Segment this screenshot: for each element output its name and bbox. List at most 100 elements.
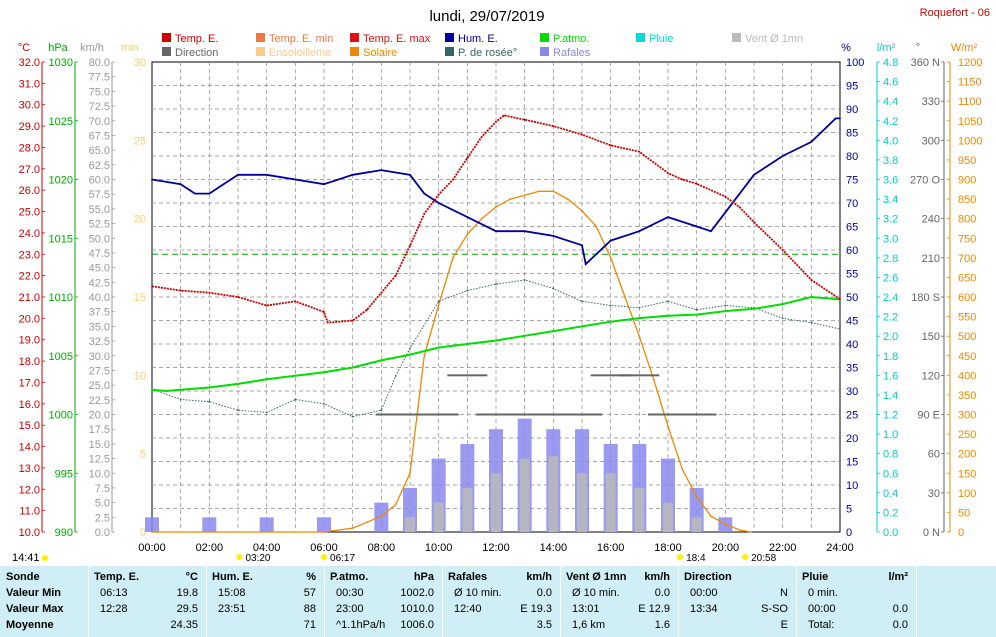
series-pressure-point [781, 303, 784, 305]
time-tick-label: 08:00 [368, 542, 396, 554]
series-solaire-point [750, 531, 753, 533]
stats-row-label: Valeur Min [0, 587, 88, 603]
series-temperature-point [351, 319, 354, 322]
stats-cell-value: 71 [303, 619, 316, 631]
series-humidity-point [294, 178, 297, 181]
legend-label: P.atmo. [553, 33, 590, 45]
series-humidity-point [179, 183, 182, 186]
series-solaire-point [380, 515, 383, 518]
series-solaire-point [538, 190, 540, 193]
stats-line: Rafales km/h [442, 571, 560, 587]
rain-tick-label: 3.2 [883, 214, 898, 226]
axis-unit-label: ° [916, 42, 920, 54]
time-tick-label: 04:00 [253, 542, 281, 554]
series-temperature-point [366, 308, 368, 311]
dir-tick-label: 300 [922, 135, 940, 147]
legend-label: Vent Ø 1mn [745, 33, 803, 45]
time-tick-label: 18:00 [654, 542, 682, 554]
temp-tick-label: 24.0 [19, 228, 40, 240]
series-temperature-point [294, 300, 297, 303]
stats-column: Temp. E. °C 06:13 19.8 12:28 29.5 24.35 [88, 566, 207, 637]
solar-tick-label: 900 [958, 175, 976, 187]
stats-cell-time: 12:28 [100, 603, 128, 615]
hum-tick-label: 65 [846, 222, 858, 234]
stats-cell-time: 13:34 [690, 603, 718, 615]
hum-tick-label: 10 [846, 480, 858, 492]
legend-label: Solaire [363, 47, 397, 59]
wind-tick-label: 0.0 [95, 527, 110, 539]
rain-tick-label: 0.2 [883, 507, 898, 519]
stats-cell-time: 0 min. [808, 587, 838, 599]
series-humidity-point [409, 173, 411, 176]
series-solaire-point [566, 198, 569, 200]
series-solaire-point [710, 515, 712, 518]
stats-line: ^1.1hPa/h 1006.0 [324, 619, 442, 635]
direction-mark [590, 374, 631, 377]
legend-label: Pluie [649, 33, 673, 45]
series-solaire-point [652, 378, 655, 381]
stats-column-unit: hPa [413, 571, 434, 583]
solar-tick-label: 500 [958, 331, 976, 343]
series-pressure-point [237, 383, 239, 385]
series-humidity-point [695, 225, 698, 228]
series-pressure [151, 295, 841, 393]
legend-swatch [256, 47, 265, 56]
solar-tick-label: 350 [958, 390, 976, 402]
direction-mark [447, 374, 488, 377]
wind-tick-label: 35.0 [89, 321, 110, 333]
temp-tick-label: 20.0 [19, 313, 40, 325]
min-tick-label: 15 [134, 292, 146, 304]
legend-swatch [162, 33, 171, 42]
stats-line: 12:40 E 19.3 [442, 603, 560, 619]
rain-tick-label: 4.4 [883, 96, 898, 108]
series-solaire-point [609, 256, 612, 259]
stats-row-label-text: Moyenne [6, 619, 54, 631]
press-tick-label: 1020 [49, 175, 73, 187]
direction-mark [504, 413, 545, 416]
series-temperature-point [409, 244, 411, 247]
legend-swatch [445, 47, 454, 56]
rain-tick-label: 4.0 [883, 135, 898, 147]
rafales-bar [202, 517, 217, 532]
stats-column-title: Pluie [802, 571, 829, 583]
rafales-bar [145, 517, 159, 532]
solar-tick-label: 950 [958, 155, 976, 167]
rain-tick-label: 1.6 [883, 370, 898, 382]
temp-tick-label: 18.0 [19, 356, 40, 368]
legend-swatch [540, 33, 549, 42]
wind-tick-label: 65.0 [89, 145, 110, 157]
weather-chart: lundi, 29/07/2019 Roquefort - 06 Temp. E… [12, 7, 990, 564]
stats-cell-value: 0.0 [892, 603, 908, 615]
wind-tick-label: 37.5 [89, 307, 110, 319]
series-solaire-point [437, 303, 440, 306]
stats-line: Ø 10 min. 0.0 [442, 587, 560, 603]
stats-cell-value: 19.8 [176, 587, 198, 599]
series-solaire-point [624, 296, 626, 298]
series-humidity-point [584, 263, 587, 265]
rain-tick-label: 3.4 [883, 194, 898, 206]
series-temperature-point [738, 206, 741, 209]
stats-cell-value: E 19.3 [520, 603, 552, 615]
stats-column-unit: °C [185, 571, 198, 583]
sun-icon [677, 554, 684, 560]
legend-label: Temp. E. [175, 33, 218, 45]
rain-tick-label: 0.4 [883, 488, 898, 500]
legend-label: Rafales [553, 47, 591, 59]
series-solaire-point [667, 425, 669, 428]
series-humidity-point [237, 173, 239, 176]
legend-swatch [732, 33, 741, 42]
press-tick-label: 995 [55, 468, 73, 480]
axes: 32.0 31.0 30.0 29.0 28.0 27.0 26.0 25.0 24.0 23.0… [19, 57, 983, 539]
stats-row-label-text: Valeur Max [6, 603, 64, 615]
series-humidity-point [667, 216, 669, 219]
wind-tick-label: 50.0 [89, 233, 110, 245]
wind-tick-label: 22.5 [89, 395, 110, 407]
wind-tick-label: 75.0 [89, 86, 110, 98]
solar-tick-label: 450 [958, 351, 976, 363]
series-humidity [151, 117, 840, 266]
series-humidity-point [810, 141, 813, 143]
series-humidity-point [552, 235, 555, 237]
rain-tick-label: 2.4 [883, 292, 898, 304]
stats-panel: Sonde Valeur Min Valeur Max Moyenne Temp. E… [0, 566, 996, 637]
wind-tick-label: 45.0 [89, 263, 110, 275]
